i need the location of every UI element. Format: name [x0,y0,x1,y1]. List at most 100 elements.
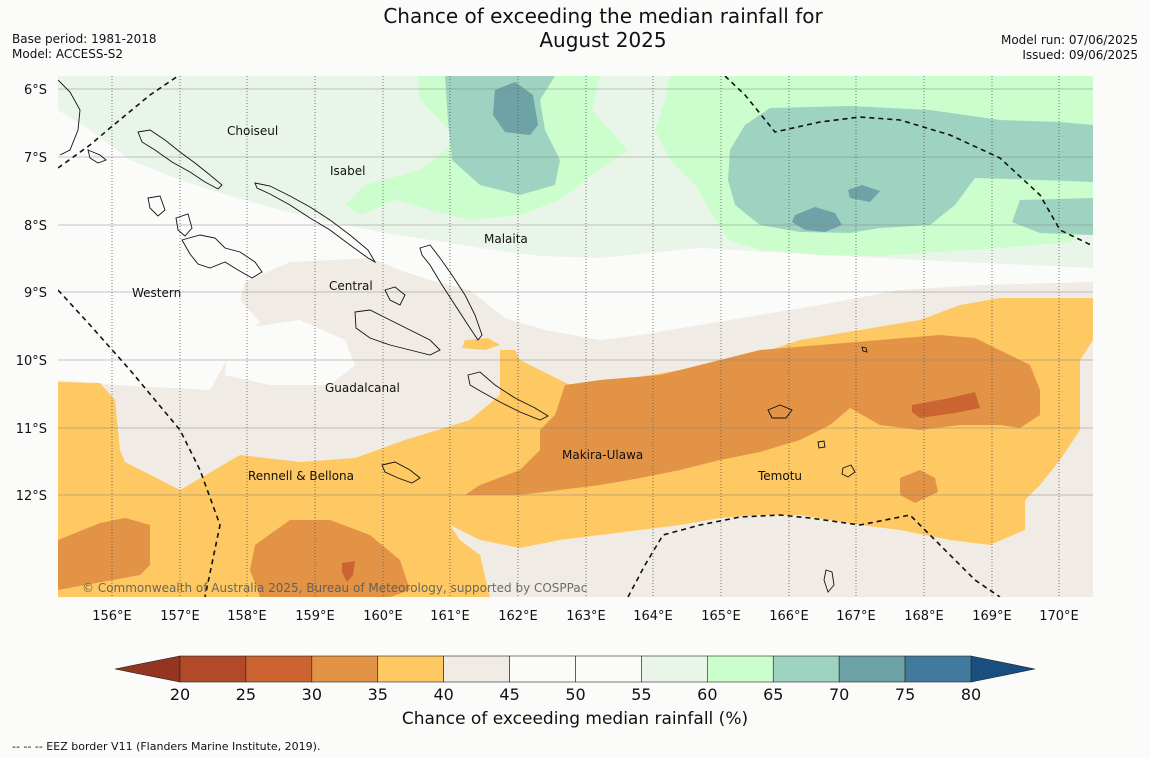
region-label-rennell-bellona: Rennell & Bellona [248,469,354,483]
lat-label: 8°S [24,219,47,234]
florida-islands [384,286,406,306]
colorbar-tick-label: 35 [368,685,388,704]
lat-label: 6°S [24,83,47,98]
isabel-island [254,182,377,264]
rennell-island [381,461,421,484]
colorbar-tick-label: 30 [302,685,322,704]
colorbar: 20 25 30 35 40 45 50 55 60 65 70 75 80 [114,655,1036,704]
colorbar-tick-label: 60 [697,685,717,704]
lat-label: 9°S [24,286,47,301]
lat-label: 12°S [16,489,47,504]
region-label-makira-ulawa: Makira-Ulawa [562,448,643,462]
region-label-western: Western [132,286,181,300]
band-25-30-temotu [912,392,980,418]
lon-label: 161°E [430,609,470,624]
colorbar-tick-label: 40 [433,685,453,704]
region-label-temotu: Temotu [757,469,802,483]
colorbar-low-extend [114,655,181,683]
colorbar-tick-label: 75 [895,685,915,704]
run-info: Model run: 07/06/2025 Issued: 09/06/2025 [1001,33,1138,63]
latitude-labels: 6°S 7°S 8°S 9°S 10°S 11°S 12°S [16,83,47,504]
region-label-malaita: Malaita [484,232,528,246]
colorbar-cell [509,655,576,683]
lat-label: 10°S [16,354,47,369]
region-label-isabel: Isabel [330,164,365,178]
colorbar-cell [311,655,379,683]
new-georgia-island [181,234,263,279]
colorbar-tick-label: 80 [961,685,981,704]
eez-border-southeast [627,514,1001,597]
colorbar-tick-label: 55 [631,685,651,704]
region-label-guadalcanal: Guadalcanal [325,381,400,395]
makira-island [467,371,549,421]
vanikoro-island [841,464,856,478]
vanuatu-torres-islands [823,569,835,593]
band-35-40-small [462,338,500,350]
colorbar-cell [707,655,774,683]
utupua-island [817,440,826,449]
eez-border-northeast [724,76,1093,247]
lon-label: 165°E [701,609,741,624]
lon-label: 167°E [836,609,876,624]
colorbar-cell [575,655,642,683]
lon-label: 163°E [566,609,606,624]
lon-label: 164°E [633,609,673,624]
shortland-island [87,149,107,164]
band-70-75-malaita [493,82,538,135]
map-title: Chance of exceeding the median rainfall … [300,4,906,52]
eez-border [58,76,1093,597]
base-period-text: Base period: 1981-2018 [12,32,157,46]
lat-label: 11°S [16,422,47,437]
band-25-30-south-spot [342,561,355,582]
colorbar-high-extend [970,655,1036,683]
colorbar-cell [641,655,708,683]
longitude-labels: 156°E 157°E 158°E 159°E 160°E 161°E 162°… [92,609,1079,624]
colorbar-tick-label: 25 [236,685,256,704]
islands [58,79,868,593]
lon-label: 170°E [1039,609,1079,624]
bougainville-island [58,79,81,156]
colorbar-label: Chance of exceeding median rainfall (%) [401,709,749,729]
lon-label: 156°E [92,609,132,624]
colorbar-cell [772,655,840,683]
region-label-central: Central [329,279,373,293]
lon-label: 159°E [295,609,335,624]
lon-label: 160°E [363,609,403,624]
band-45-50-guadalcanal-pocket [225,320,355,385]
band-70-75-east-b [792,207,842,232]
colorbar-tick-label: 20 [170,685,190,704]
region-labels: Choiseul Isabel Malaita Western Central … [132,124,802,483]
band-65-70-east [728,106,1093,233]
santa-cruz-island [767,404,793,419]
colorbar-cells [179,655,972,683]
colorbar-tick-label: 45 [499,685,519,704]
colorbar-tick-label: 50 [565,685,585,704]
band-30-35-southwest [58,518,150,590]
eez-border-southwest [58,289,221,597]
colorbar-tick-label: 65 [763,685,783,704]
colorbar-cell [245,655,313,683]
colorbar-tick-label: 70 [829,685,849,704]
copyright-text: © Commonwealth of Australia 2025, Bureau… [82,581,587,595]
region-label-choiseul: Choiseul [227,124,278,138]
eez-legend-note: -- -- -- EEZ border V11 (Flanders Marine… [12,740,321,753]
colorbar-tick-labels: 20 25 30 35 40 45 50 55 60 65 70 75 80 [170,685,981,704]
lon-label: 158°E [227,609,267,624]
lon-label: 157°E [160,609,200,624]
colorbar-cell [838,655,906,683]
map-plot-area: Choiseul Isabel Malaita Western Central … [58,76,1093,597]
colorbar-cell [179,655,247,683]
lon-label: 166°E [769,609,809,624]
colorbar-cell [443,655,510,683]
title-line-1: Chance of exceeding the median rainfall … [383,4,823,28]
duff-islands [861,346,868,353]
model-run-text: Model run: 07/06/2025 [1000,33,1138,47]
title-line-2: August 2025 [539,28,667,52]
model-name-text: Model: ACCESS-S2 [12,47,124,61]
lon-label: 168°E [904,609,944,624]
lon-label: 162°E [498,609,538,624]
lon-label: 169°E [972,609,1012,624]
vella-lavella-island [147,195,166,217]
model-info: Base period: 1981-2018 Model: ACCESS-S2 [12,32,157,62]
